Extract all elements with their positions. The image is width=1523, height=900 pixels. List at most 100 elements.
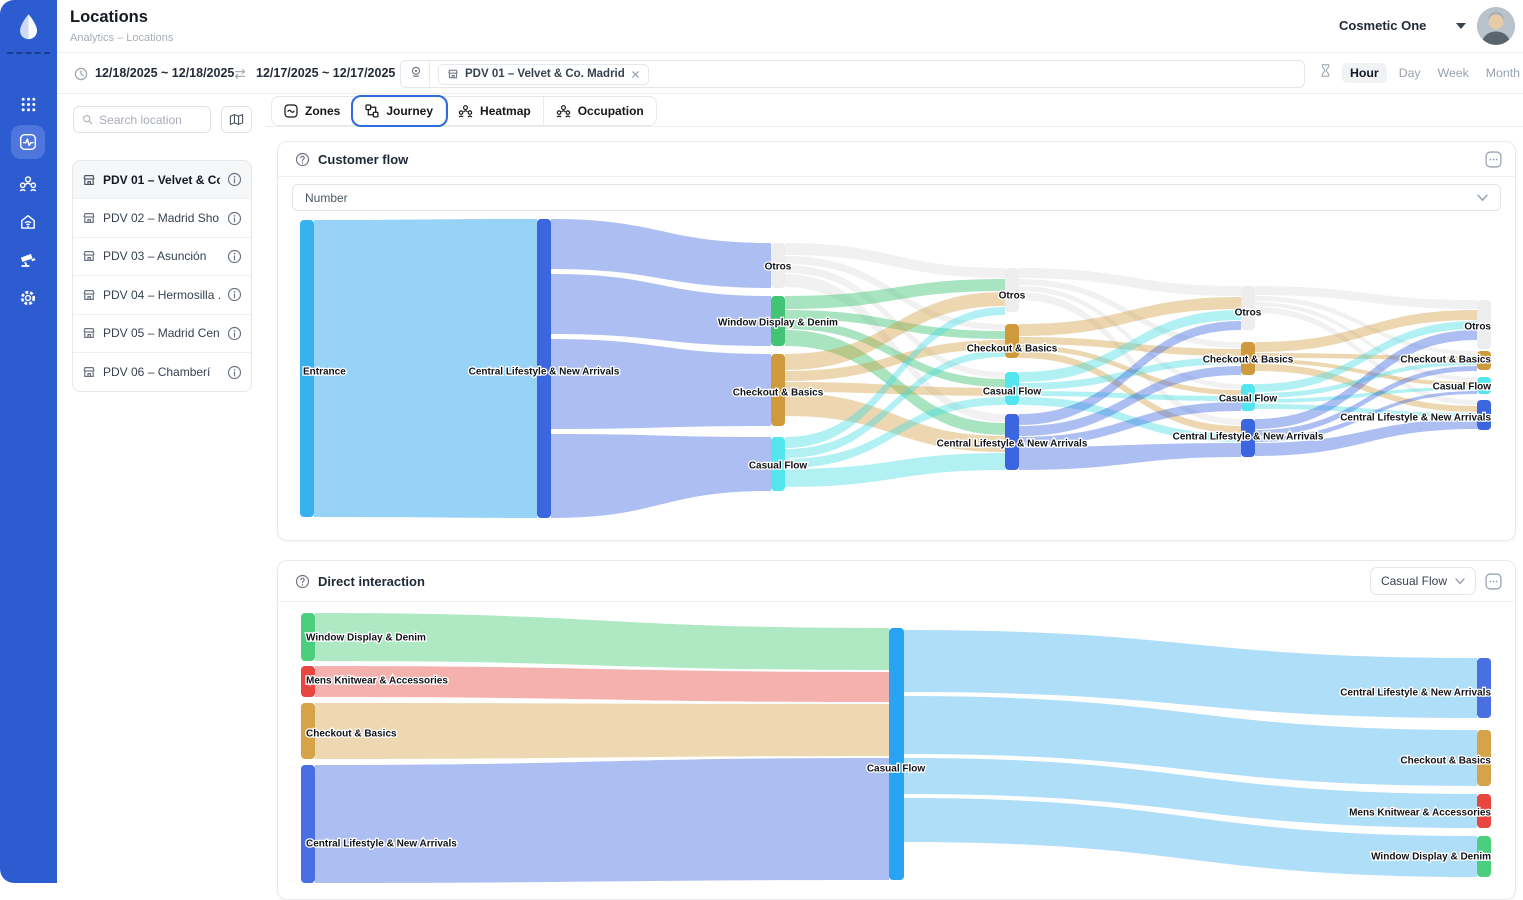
sankey-link-Otros-to-Otros[interactable] [785, 243, 1005, 278]
sankey-link-Casual Flow-to-Otros[interactable] [785, 307, 1005, 448]
sankey-node-Casual Flow[interactable] [889, 628, 904, 880]
sankey-link-Casual Flow-to-Central Lifestyle & New Arrivals[interactable] [785, 453, 1005, 487]
info-icon[interactable] [227, 287, 242, 302]
sankey-link-Central Lifestyle & New Arrivals-to-Casual Flow[interactable] [315, 758, 889, 883]
sankey-link-Casual Flow-to-Central Lifestyle & New Arrivals[interactable] [1255, 404, 1477, 417]
zone-select[interactable]: Casual Flow [1369, 567, 1476, 595]
question-icon[interactable] [295, 152, 310, 167]
sankey-link-Checkout & Basics-to-Casual Flow[interactable] [785, 382, 1005, 396]
apps-grid-icon[interactable] [11, 87, 45, 121]
sankey-node-Casual Flow[interactable] [1241, 384, 1255, 411]
sankey-link-Central Lifestyle & New Arrivals-to-Otros[interactable] [551, 219, 771, 288]
sankey-link-Casual Flow-to-Checkout & Basics[interactable] [1255, 361, 1477, 398]
sankey-link-Otros-to-Checkout & Basics[interactable] [1255, 296, 1477, 355]
ellipsis-menu-icon[interactable] [1485, 572, 1502, 590]
close-icon[interactable] [631, 70, 640, 79]
user-avatar[interactable] [1477, 7, 1515, 45]
sankey-node-Otros[interactable] [1241, 286, 1255, 330]
map-view-button[interactable] [221, 106, 252, 133]
sankey-link-Mens Knitwear & Accessories-to-Casual Flow[interactable] [315, 666, 889, 702]
sankey-node-Central Lifestyle & New Arrivals[interactable] [1241, 419, 1255, 457]
analytics-icon[interactable] [11, 125, 45, 159]
home-wifi-icon[interactable] [11, 205, 45, 239]
sankey-link-Window Display & Denim-to-Casual Flow[interactable] [785, 320, 1005, 387]
sankey-link-Central Lifestyle & New Arrivals-to-Casual Flow[interactable] [1019, 402, 1241, 446]
sankey-link-Otros-to-Central Lifestyle & New Arrivals[interactable] [1019, 292, 1241, 425]
info-icon[interactable] [227, 211, 242, 226]
sankey-link-Window Display & Denim-to-Checkout & Basics[interactable] [785, 310, 1005, 339]
sankey-link-Central Lifestyle & New Arrivals-to-Window Display & Denim[interactable] [551, 274, 771, 346]
tab-occupation[interactable]: Occupation [544, 97, 656, 125]
location-row-pdv05[interactable]: PDV 05 – Madrid Cent... [73, 315, 251, 353]
location-tag[interactable]: PDV 01 – Velvet & Co. Madrid [438, 63, 649, 85]
time-granularity-hour[interactable]: Hour [1342, 63, 1387, 83]
sankey-link-Central Lifestyle & New Arrivals-to-Checkout & Basics[interactable] [1019, 366, 1241, 436]
camera-icon[interactable] [11, 243, 45, 277]
search-location-input[interactable] [99, 112, 202, 127]
location-filter-input[interactable]: PDV 01 – Velvet & Co. Madrid [400, 60, 1305, 88]
sankey-link-Checkout & Basics-to-Central Lifestyle & New Arrivals[interactable] [785, 393, 1005, 452]
sankey-link-Otros-to-Central Lifestyle & New Arrivals[interactable] [785, 274, 1005, 422]
sankey-node-Checkout & Basics[interactable] [1477, 730, 1491, 786]
sankey-link-Central Lifestyle & New Arrivals-to-Checkout & Basics[interactable] [1255, 366, 1477, 436]
tab-zones[interactable]: Zones [272, 97, 354, 125]
sankey-link-Central Lifestyle & New Arrivals-to-Central Lifestyle & New Arrivals[interactable] [1019, 443, 1241, 470]
sankey-link-Checkout & Basics-to-Central Lifestyle & New Arrivals[interactable] [1255, 364, 1477, 412]
sankey-link-Entrance-to-Central Lifestyle & New Arrivals[interactable] [314, 219, 537, 518]
sankey-link-Central Lifestyle & New Arrivals-to-Casual Flow[interactable] [551, 434, 771, 518]
sankey-link-Checkout & Basics-to-Casual Flow[interactable] [1019, 345, 1241, 395]
location-row-pdv01[interactable]: PDV 01 – Velvet & Co.... [73, 161, 251, 200]
sankey-link-Casual Flow-to-Window Display & Denim[interactable] [904, 798, 1477, 877]
sankey-node-Mens Knitwear & Accessories[interactable] [1477, 794, 1491, 828]
sankey-node-Otros[interactable] [1005, 268, 1019, 312]
sankey-node-Checkout & Basics[interactable] [301, 703, 315, 759]
gear-icon[interactable] [11, 281, 45, 315]
info-icon[interactable] [227, 249, 242, 264]
sankey-node-Casual Flow[interactable] [1477, 377, 1491, 394]
date-range-primary[interactable]: 12/18/2025 ~ 12/18/2025 [95, 66, 235, 80]
sankey-link-Casual Flow-to-Mens Knitwear & Accessories[interactable] [904, 758, 1477, 828]
sankey-link-Checkout & Basics-to-Checkout & Basics[interactable] [785, 340, 1005, 381]
sankey-node-Casual Flow[interactable] [771, 437, 785, 491]
sankey-link-Casual Flow-to-Central Lifestyle & New Arrivals[interactable] [1019, 397, 1241, 442]
sankey-link-Otros-to-Checkout & Basics[interactable] [1019, 279, 1241, 348]
sankey-link-Window Display & Denim-to-Central Lifestyle & New Arrivals[interactable] [785, 330, 1005, 435]
sankey-link-Window Display & Denim-to-Casual Flow[interactable] [315, 613, 889, 670]
info-icon[interactable] [227, 172, 242, 187]
sankey-link-Casual Flow-to-Casual Flow[interactable] [1019, 391, 1241, 401]
org-switcher[interactable]: Cosmetic One [1339, 18, 1467, 33]
sankey-link-Casual Flow-to-Casual Flow[interactable] [1255, 387, 1477, 403]
sankey-link-Central Lifestyle & New Arrivals-to-Otros[interactable] [1255, 330, 1477, 429]
sankey-link-Otros-to-Otros[interactable] [1019, 268, 1241, 296]
sankey-link-Central Lifestyle & New Arrivals-to-Casual Flow[interactable] [1255, 391, 1477, 442]
location-row-pdv02[interactable]: PDV 02 – Madrid Sho... [73, 199, 251, 238]
sankey-node-Checkout & Basics[interactable] [1477, 351, 1491, 370]
sankey-node-Window Display & Denim[interactable] [771, 296, 785, 346]
time-granularity-day[interactable]: Day [1398, 66, 1421, 80]
sankey-link-Otros-to-Checkout & Basics[interactable] [785, 256, 1005, 330]
sankey-link-Checkout & Basics-to-Otros[interactable] [1019, 297, 1241, 336]
sankey-link-Checkout & Basics-to-Checkout & Basics[interactable] [1019, 337, 1241, 356]
sankey-link-Checkout & Basics-to-Casual Flow[interactable] [315, 703, 889, 759]
ellipsis-menu-icon[interactable] [1485, 150, 1502, 168]
sankey-node-Central Lifestyle & New Arrivals[interactable] [301, 765, 315, 883]
people-icon[interactable] [11, 167, 45, 201]
location-row-pdv04[interactable]: PDV 04 – Hermosilla ... [73, 276, 251, 315]
sankey-link-Checkout & Basics-to-Otros[interactable] [1255, 310, 1477, 352]
date-range-compare[interactable]: 12/17/2025 ~ 12/17/2025 [256, 66, 396, 80]
sankey-link-Checkout & Basics-to-Otros[interactable] [785, 292, 1005, 370]
question-icon[interactable] [295, 574, 310, 589]
sankey-link-Casual Flow-to-Central Lifestyle & New Arrivals[interactable] [904, 630, 1477, 718]
sankey-node-Checkout & Basics[interactable] [1241, 342, 1255, 375]
sankey-node-Central Lifestyle & New Arrivals[interactable] [537, 219, 551, 518]
sankey-link-Casual Flow-to-Checkout & Basics[interactable] [904, 696, 1477, 786]
info-icon[interactable] [227, 365, 242, 380]
metric-select[interactable]: Number [292, 184, 1501, 211]
info-icon[interactable] [227, 326, 242, 341]
sankey-node-Entrance[interactable] [300, 220, 314, 517]
sankey-link-Checkout & Basics-to-Checkout & Basics[interactable] [1255, 353, 1477, 360]
sankey-link-Casual Flow-to-Checkout & Basics[interactable] [785, 350, 1005, 458]
tab-heatmap[interactable]: Heatmap [446, 97, 544, 125]
sankey-link-Casual Flow-to-Otros[interactable] [1255, 321, 1477, 392]
sankey-link-Otros-to-Casual Flow[interactable] [785, 265, 1005, 378]
